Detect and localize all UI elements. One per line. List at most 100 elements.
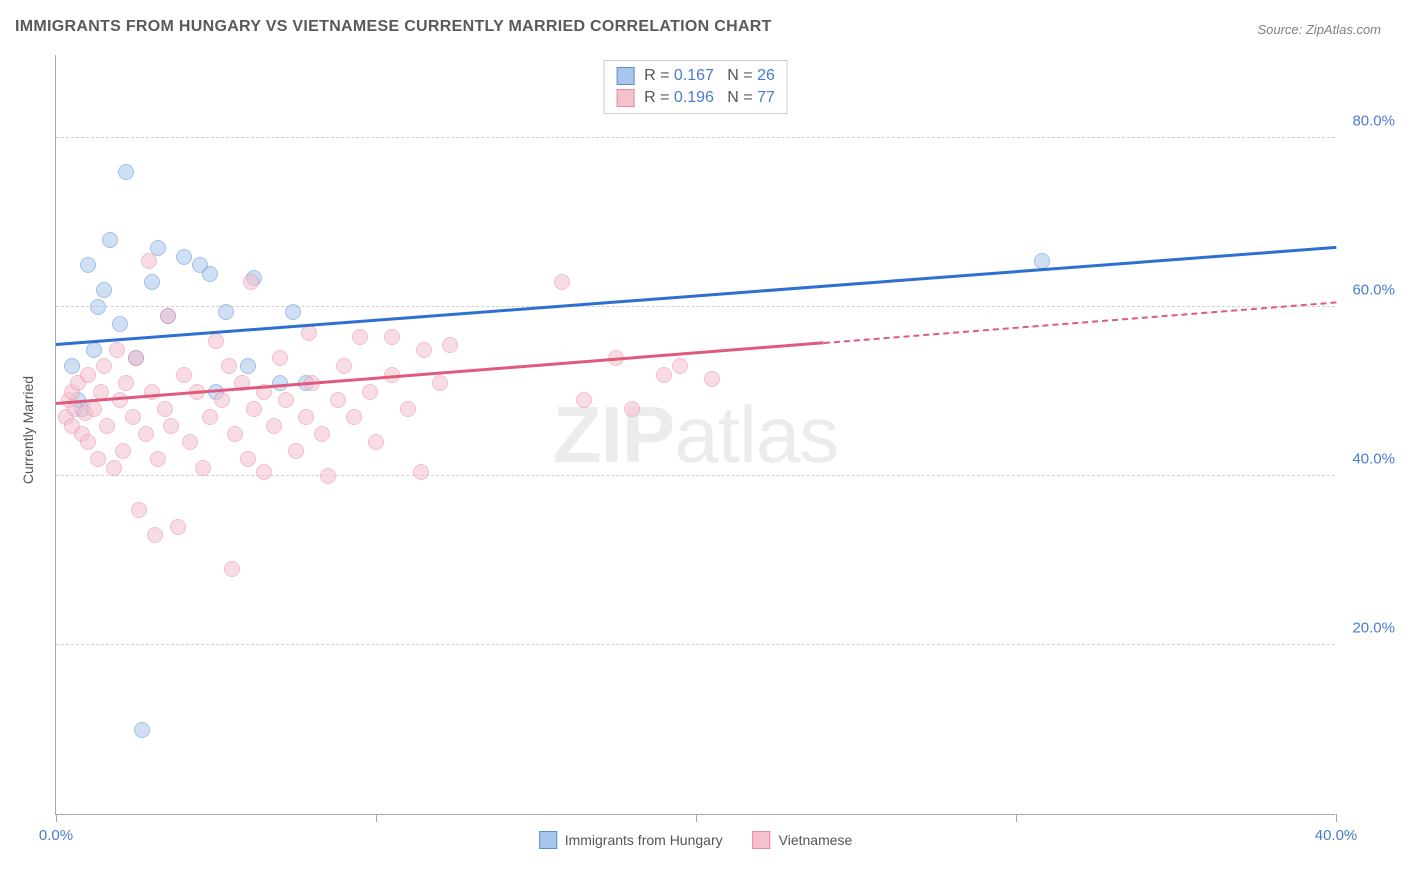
scatter-point — [227, 426, 243, 442]
scatter-point — [400, 401, 416, 417]
scatter-point — [118, 164, 134, 180]
y-tick-label: 60.0% — [1340, 282, 1395, 299]
y-tick-label: 40.0% — [1340, 451, 1395, 468]
scatter-point — [176, 367, 192, 383]
scatter-point — [224, 561, 240, 577]
scatter-point — [218, 304, 234, 320]
scatter-point — [112, 392, 128, 408]
scatter-point — [106, 460, 122, 476]
x-tick-label: 40.0% — [1315, 827, 1358, 844]
scatter-point — [138, 426, 154, 442]
gridline — [56, 306, 1335, 307]
legend-label: Vietnamese — [779, 832, 853, 848]
legend-swatch — [753, 831, 771, 849]
scatter-point — [278, 392, 294, 408]
scatter-point — [115, 443, 131, 459]
scatter-point — [266, 418, 282, 434]
scatter-point — [160, 308, 176, 324]
trend-line — [824, 301, 1336, 344]
scatter-point — [704, 371, 720, 387]
gridline — [56, 137, 1335, 138]
chart-title: IMMIGRANTS FROM HUNGARY VS VIETNAMESE CU… — [15, 18, 772, 36]
scatter-point — [86, 342, 102, 358]
scatter-point — [208, 333, 224, 349]
scatter-point — [432, 375, 448, 391]
scatter-point — [413, 464, 429, 480]
legend-label: Immigrants from Hungary — [565, 832, 723, 848]
scatter-point — [214, 392, 230, 408]
scatter-point — [125, 409, 141, 425]
scatter-point — [144, 384, 160, 400]
scatter-point — [336, 358, 352, 374]
scatter-point — [240, 451, 256, 467]
legend-swatch — [616, 67, 634, 85]
scatter-point — [330, 392, 346, 408]
scatter-point — [240, 358, 256, 374]
legend-stat-row: R = 0.167 N = 26 — [616, 65, 775, 87]
source-attribution: Source: ZipAtlas.com — [1257, 22, 1381, 37]
scatter-point — [144, 274, 160, 290]
scatter-point — [285, 304, 301, 320]
scatter-point — [96, 358, 112, 374]
scatter-point — [221, 358, 237, 374]
legend-item: Vietnamese — [753, 831, 853, 849]
scatter-point — [80, 257, 96, 273]
scatter-point — [80, 367, 96, 383]
plot-area: ZIPatlas R = 0.167 N = 26 R = 0.196 N = 7… — [55, 55, 1335, 815]
scatter-point — [243, 274, 259, 290]
scatter-point — [320, 468, 336, 484]
trend-line — [56, 246, 1336, 346]
scatter-point — [195, 460, 211, 476]
scatter-point — [131, 502, 147, 518]
legend-stats: R = 0.167 N = 26 R = 0.196 N = 77 — [603, 60, 788, 114]
scatter-point — [384, 329, 400, 345]
legend-item: Immigrants from Hungary — [539, 831, 723, 849]
scatter-point — [1034, 253, 1050, 269]
scatter-point — [554, 274, 570, 290]
scatter-point — [368, 434, 384, 450]
scatter-point — [157, 401, 173, 417]
watermark: ZIPatlas — [553, 389, 838, 481]
legend-stat-row: R = 0.196 N = 77 — [616, 87, 775, 109]
gridline — [56, 644, 1335, 645]
scatter-point — [109, 342, 125, 358]
scatter-point — [298, 409, 314, 425]
scatter-point — [442, 337, 458, 353]
scatter-point — [246, 401, 262, 417]
y-axis-label: Currently Married — [20, 376, 36, 484]
scatter-point — [202, 409, 218, 425]
scatter-point — [176, 249, 192, 265]
scatter-point — [170, 519, 186, 535]
scatter-point — [314, 426, 330, 442]
scatter-point — [352, 329, 368, 345]
x-tick — [376, 814, 377, 822]
legend-series: Immigrants from Hungary Vietnamese — [539, 831, 853, 849]
scatter-point — [163, 418, 179, 434]
y-tick-label: 80.0% — [1340, 113, 1395, 130]
scatter-point — [86, 401, 102, 417]
scatter-point — [150, 451, 166, 467]
legend-swatch — [616, 89, 634, 107]
scatter-point — [256, 464, 272, 480]
scatter-point — [362, 384, 378, 400]
legend-stat-text: R = 0.196 N = 77 — [644, 89, 775, 107]
scatter-point — [112, 316, 128, 332]
scatter-point — [576, 392, 592, 408]
legend-stat-text: R = 0.167 N = 26 — [644, 67, 775, 85]
scatter-point — [656, 367, 672, 383]
scatter-point — [64, 358, 80, 374]
scatter-point — [301, 325, 317, 341]
scatter-point — [182, 434, 198, 450]
legend-swatch — [539, 831, 557, 849]
x-tick — [1016, 814, 1017, 822]
scatter-point — [134, 722, 150, 738]
scatter-point — [288, 443, 304, 459]
x-tick — [1336, 814, 1337, 822]
scatter-point — [672, 358, 688, 374]
scatter-point — [118, 375, 134, 391]
x-tick — [696, 814, 697, 822]
x-tick — [56, 814, 57, 822]
scatter-point — [90, 299, 106, 315]
scatter-point — [128, 350, 144, 366]
scatter-point — [102, 232, 118, 248]
